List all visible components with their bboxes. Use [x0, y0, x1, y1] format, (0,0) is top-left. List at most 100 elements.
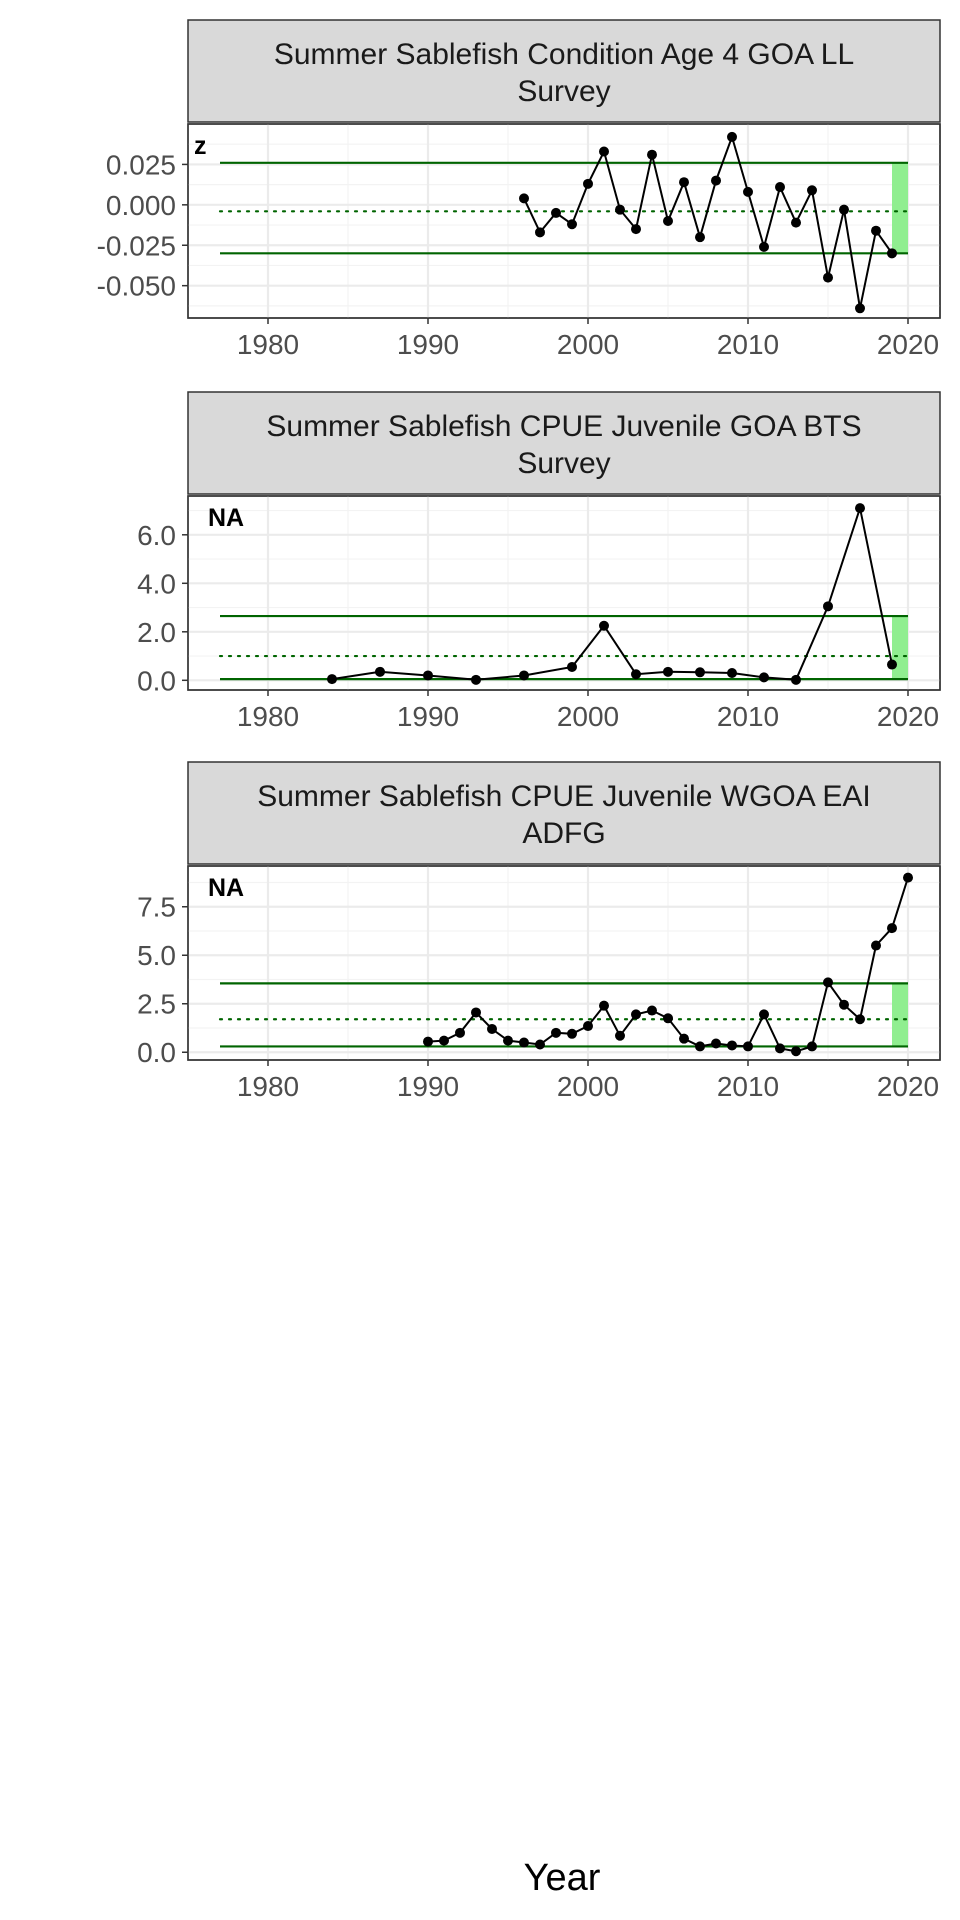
data-point	[519, 193, 529, 204]
x-tick-label: 2010	[717, 701, 779, 732]
x-tick-label: 1980	[237, 1071, 299, 1102]
facet-strip	[187, 19, 941, 123]
data-point	[887, 248, 897, 259]
recent-period-band	[892, 983, 908, 1047]
y-tick-label: -0.025	[97, 230, 176, 261]
data-point	[839, 204, 849, 215]
data-point	[727, 131, 737, 142]
facet-panel-1: Summer Sablefish Condition Age 4 GOA LL S…	[97, 19, 941, 360]
data-point	[583, 178, 593, 189]
x-tick-label: 1980	[237, 329, 299, 360]
y-tick-label: -0.050	[97, 271, 176, 302]
facet-panels: Summer Sablefish Condition Age 4 GOA LL S…	[97, 19, 941, 1102]
data-point	[567, 219, 577, 230]
y-tick-label: 7.5	[137, 892, 176, 923]
data-point	[903, 872, 913, 883]
x-tick-label: 2010	[717, 1071, 779, 1102]
data-point	[839, 999, 849, 1010]
data-point	[887, 659, 897, 670]
data-point	[631, 1009, 641, 1020]
data-point	[695, 667, 705, 678]
y-tick-label: 5.0	[137, 940, 176, 971]
data-point	[759, 672, 769, 683]
plot-border	[187, 865, 941, 1061]
data-point	[631, 669, 641, 680]
data-point	[567, 661, 577, 672]
plot-border	[187, 495, 941, 691]
data-point	[711, 175, 721, 186]
data-point	[727, 668, 737, 679]
data-point	[711, 1038, 721, 1049]
data-point	[567, 1028, 577, 1039]
plot-border	[187, 123, 941, 319]
x-tick-label: 2020	[877, 1071, 939, 1102]
x-tick-label: 2010	[717, 329, 779, 360]
data-point	[631, 224, 641, 235]
x-tick-label: 2000	[557, 329, 619, 360]
x-tick-label: 2000	[557, 701, 619, 732]
data-point	[679, 1033, 689, 1044]
y-tick-label: 4.0	[137, 568, 176, 599]
y-tick-label: 6.0	[137, 520, 176, 551]
data-point	[743, 1041, 753, 1052]
data-point	[871, 225, 881, 236]
data-point	[663, 1013, 673, 1024]
data-point	[423, 670, 433, 681]
x-tick-label: 1990	[397, 1071, 459, 1102]
data-point	[727, 1040, 737, 1051]
data-point	[519, 670, 529, 681]
data-point	[551, 1027, 561, 1038]
data-point	[855, 503, 865, 514]
data-point	[791, 1046, 801, 1057]
data-point	[327, 674, 337, 685]
data-point	[519, 1037, 529, 1048]
data-point	[599, 620, 609, 631]
facet-strip	[187, 761, 941, 865]
plot-area	[187, 865, 941, 1061]
data-point	[663, 216, 673, 226]
data-point	[439, 1035, 449, 1046]
data-point	[647, 1005, 657, 1016]
y-tick-label: 0.0	[137, 665, 176, 696]
data-point	[551, 207, 561, 218]
data-point	[471, 674, 481, 685]
facet-title-line: Summer Sablefish CPUE Juvenile WGOA EAI	[257, 780, 871, 813]
series-line	[523, 133, 893, 309]
data-point	[743, 186, 753, 197]
data-point	[823, 272, 833, 283]
data-point	[695, 1041, 705, 1052]
y-tick-label: 0.025	[106, 149, 176, 180]
facet-title-line: Survey	[517, 75, 610, 108]
data-point	[823, 977, 833, 988]
data-point	[455, 1027, 465, 1038]
data-point	[791, 674, 801, 685]
facet-title-line: Summer Sablefish Condition Age 4 GOA LL	[274, 38, 854, 71]
data-point	[599, 1000, 609, 1011]
data-point	[807, 185, 817, 196]
y-tick-label: 2.0	[137, 617, 176, 648]
facet-title-line: Summer Sablefish CPUE Juvenile GOA BTS	[266, 410, 861, 443]
data-point	[823, 601, 833, 612]
data-point	[775, 1043, 785, 1054]
data-point	[855, 1014, 865, 1025]
x-tick-label: 2000	[557, 1071, 619, 1102]
data-point	[615, 204, 625, 215]
data-point	[759, 241, 769, 252]
data-point	[759, 1009, 769, 1020]
data-point	[471, 1007, 481, 1018]
data-point	[775, 182, 785, 193]
data-point	[887, 923, 897, 934]
facet-panel-3: Summer Sablefish CPUE Juvenile WGOA EAI A…	[137, 761, 941, 1102]
plot-area	[187, 495, 941, 691]
data-point	[807, 1041, 817, 1052]
recent-period-band	[892, 162, 908, 254]
data-point	[503, 1035, 513, 1046]
facet-title-line: Survey	[517, 447, 610, 480]
y-tick-label: 0.000	[106, 190, 176, 221]
data-point	[615, 1030, 625, 1041]
x-tick-label: 1990	[397, 329, 459, 360]
data-point	[535, 227, 545, 238]
data-point	[423, 1036, 433, 1047]
data-point	[791, 217, 801, 228]
